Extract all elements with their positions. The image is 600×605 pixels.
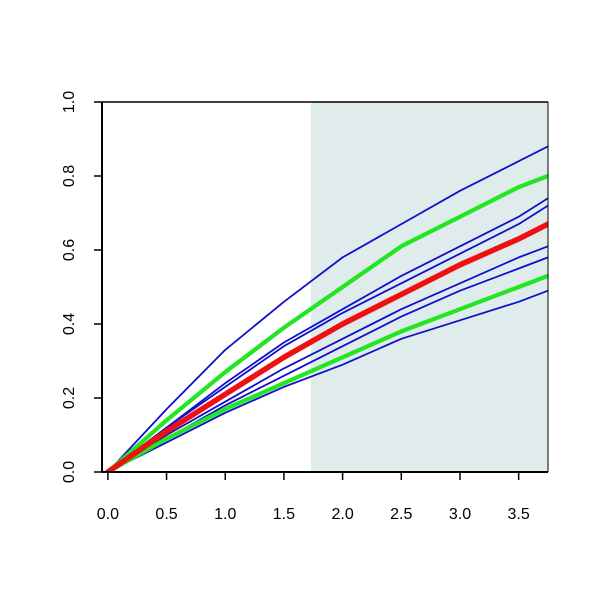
x-tick-label-6: 3.0 (449, 506, 471, 523)
series-line-7 (105, 273, 548, 472)
series-line-0 (107, 145, 548, 472)
x-tick-label-0: 0.0 (97, 506, 119, 523)
x-tick-label-1: 0.5 (155, 506, 177, 523)
series-line-6 (105, 173, 548, 472)
x-tick-label-3: 1.5 (273, 506, 295, 523)
series-line-5 (107, 289, 548, 472)
shaded-region (310, 102, 548, 472)
series-line-1 (107, 197, 548, 472)
y-tick-label-1: 0.2 (61, 387, 78, 409)
series-line-2 (107, 204, 548, 472)
series-line-8 (105, 221, 548, 472)
y-tick-label-2: 0.4 (61, 313, 78, 335)
x-tick-label-7: 3.5 (508, 506, 530, 523)
x-tick-label-5: 2.5 (390, 506, 412, 523)
series-line-3 (107, 245, 548, 472)
y-tick-label-3: 0.6 (61, 239, 78, 261)
x-tick-label-2: 1.0 (214, 506, 236, 523)
y-tick-label-4: 0.8 (61, 165, 78, 187)
x-tick-label-4: 2.0 (331, 506, 353, 523)
y-tick-label-0: 0.0 (61, 461, 78, 483)
y-tick-label-5: 1.0 (61, 91, 78, 113)
